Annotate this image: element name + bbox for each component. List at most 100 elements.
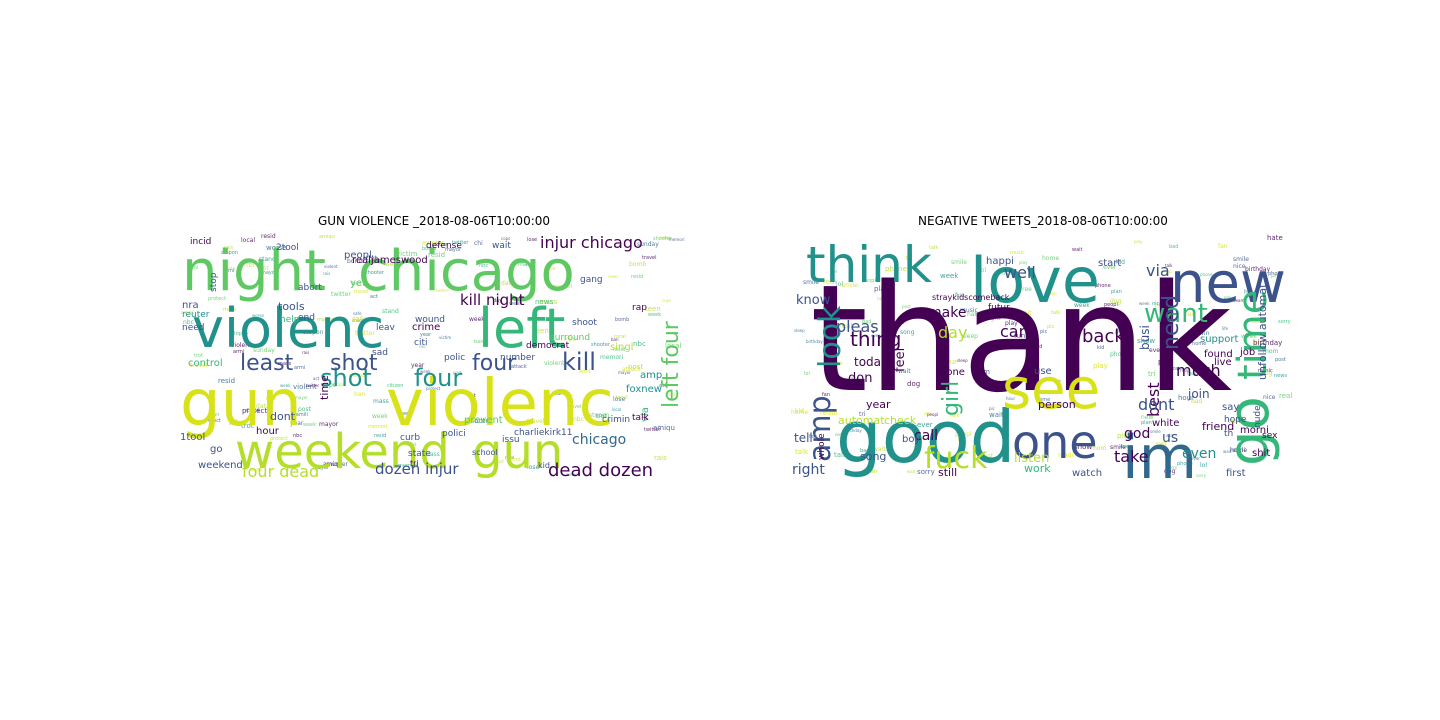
filler-word: hate (967, 311, 981, 318)
filler-word: fan (868, 468, 878, 475)
cloud-word: democrat (526, 341, 570, 351)
filler-word: mom (972, 368, 990, 376)
filler-word: week (303, 422, 316, 428)
cloud-word: polic (444, 353, 465, 363)
cloud-word: hour (256, 426, 280, 437)
filler-word: real (924, 411, 932, 416)
filler-word: lol (836, 281, 843, 288)
cloud-word: surround (550, 333, 590, 343)
filler-word: play (1019, 260, 1028, 265)
filler-word: data (226, 266, 236, 271)
filler-word: mayor (618, 370, 631, 375)
filler-word: local (665, 342, 681, 350)
filler-word: mayor (319, 421, 339, 428)
filler-word: murder (422, 240, 445, 247)
cloud-word: automat (838, 414, 885, 427)
cloud-word: 2tool (276, 243, 299, 253)
filler-word: dog (1261, 370, 1272, 377)
filler-word: nbc (419, 344, 426, 349)
filler-word: hate (1267, 234, 1283, 242)
filler-word: wait (1072, 247, 1083, 253)
filler-word: tri (1148, 370, 1156, 378)
cloud-word: back (1082, 326, 1125, 347)
filler-word: bad (1184, 311, 1195, 318)
filler-word: smile (1110, 444, 1126, 451)
filler-word: news (835, 432, 845, 437)
filler-word: week (509, 301, 522, 307)
filler-word: bad (1169, 244, 1178, 250)
filler-word: bomb (347, 258, 364, 265)
cloud-word: gun (472, 424, 563, 480)
filler-word: cops (662, 298, 671, 303)
cloud-word: boy (902, 434, 920, 445)
cloud-word: number (500, 353, 535, 363)
cloud-word: night (182, 239, 326, 304)
filler-word: travel (567, 404, 582, 410)
wordcloud-canvas: triplaynicedogtritalkweekpichatebesttris… (791, 234, 1292, 482)
filler-word: ever (1149, 347, 1163, 354)
filler-word: mass (518, 261, 534, 268)
filler-word: stand (259, 256, 276, 263)
filler-word: lol (979, 267, 986, 274)
filler-word: sleep (794, 328, 805, 333)
cloud-word: least (240, 351, 294, 376)
filler-word: phone (885, 265, 907, 273)
filler-word: birthday (1253, 339, 1282, 347)
filler-word: hour (941, 358, 957, 366)
cloud-word: happi (986, 256, 1014, 267)
filler-word: post (628, 363, 643, 371)
filler-word: kid (795, 408, 804, 415)
filler-word: memori (368, 424, 387, 430)
filler-word: home (791, 409, 808, 416)
filler-word: peopl (955, 431, 972, 438)
filler-word: kid (1116, 259, 1125, 266)
filler-word: armi (579, 369, 590, 375)
filler-word: hour (1244, 289, 1258, 296)
filler-word: wait (873, 446, 886, 453)
cloud-word: via (1146, 261, 1170, 280)
cloud-word: feel (893, 348, 908, 372)
filler-word: attack (332, 382, 345, 387)
filler-word: wait (1019, 310, 1032, 317)
filler-word: sorry (1196, 473, 1207, 478)
filler-word: nbc (479, 263, 488, 269)
cloud-word: four dead (242, 462, 319, 481)
cloud-word: nude (1253, 405, 1263, 428)
filler-word: fun (1014, 332, 1025, 340)
cloud-word: watch (1072, 468, 1102, 479)
cloud-word: amp (803, 395, 838, 462)
filler-word: sunday (253, 347, 275, 354)
filler-word: news (535, 298, 553, 306)
filler-word: week (1139, 301, 1150, 306)
filler-word: dog (907, 380, 920, 388)
filler-word: bad (860, 448, 869, 454)
filler-word: nice (1233, 263, 1246, 270)
cloud-word: today (854, 355, 888, 369)
filler-word: armi (294, 365, 305, 371)
cloud-word: school (472, 448, 498, 457)
cloud-word: weekend (198, 460, 243, 471)
filler-word: mass (424, 451, 440, 458)
cloud-word: know (796, 293, 831, 308)
cloud-word: unfollow automat (1256, 283, 1269, 380)
filler-word: plan (1141, 420, 1152, 426)
filler-word: local (612, 407, 621, 412)
filler-word: smile (1150, 429, 1161, 434)
filler-word: mayor (313, 465, 330, 471)
cloud-word: left (478, 297, 565, 360)
filler-word: twitter (644, 427, 661, 433)
cloud-word: crime (412, 322, 440, 333)
filler-word: post (830, 310, 844, 317)
filler-word: act (659, 383, 667, 389)
filler-word: real (839, 322, 852, 330)
filler-word: plan (1158, 358, 1173, 366)
cloud-word: shot (330, 351, 378, 376)
filler-word: victim (439, 335, 451, 340)
filler-word: safe (352, 315, 367, 323)
filler-word: home (1042, 255, 1059, 262)
filler-word: twitter (355, 330, 375, 337)
filler-word: week (1241, 333, 1257, 340)
filler-word: pic (1271, 272, 1280, 279)
filler-word: pic (1115, 328, 1124, 335)
cloud-word: make (928, 305, 966, 321)
